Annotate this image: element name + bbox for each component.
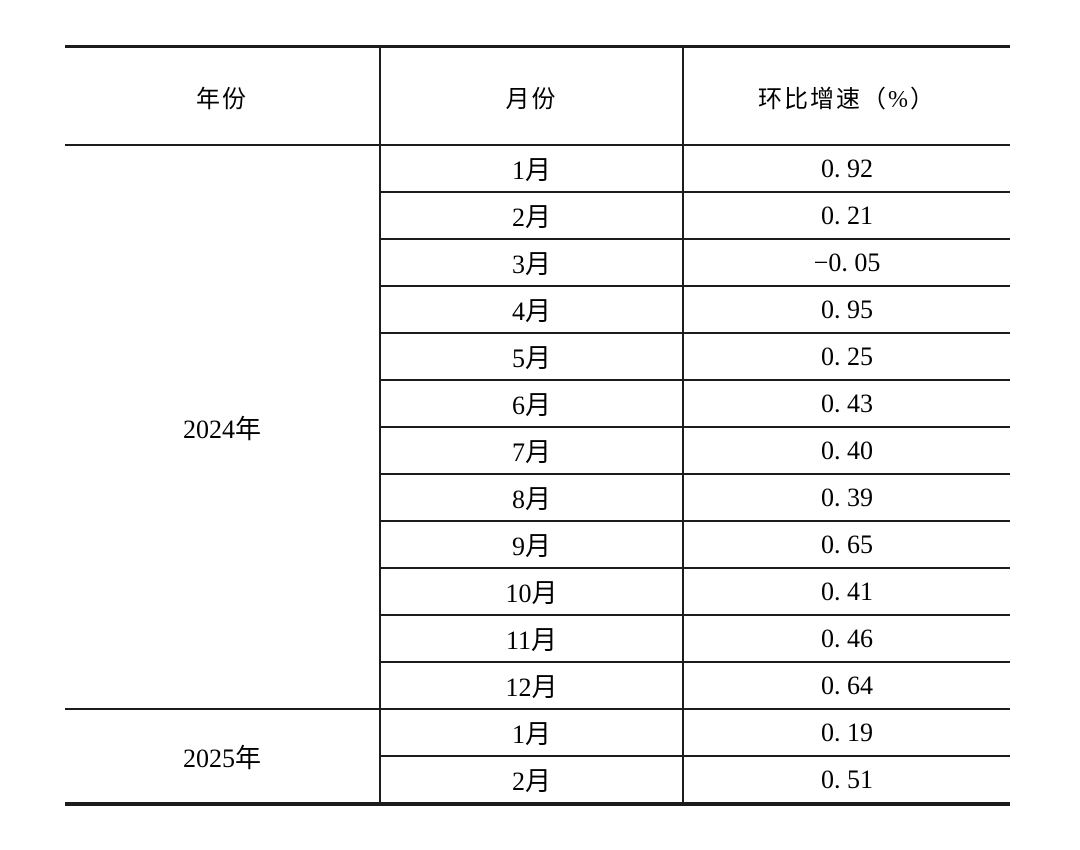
table-row: 2月 0. 21 xyxy=(65,192,1010,240)
month-cell: 8月 xyxy=(379,474,683,522)
year-cell-2024: 2024年 xyxy=(65,145,380,710)
col-header-month: 月份 xyxy=(379,46,683,146)
value-cell: 0. 43 xyxy=(682,380,1010,428)
value-cell: 0. 40 xyxy=(682,427,1010,475)
month-cell: 4月 xyxy=(379,286,683,334)
month-cell: 9月 xyxy=(379,521,683,569)
growth-rate-table: 年份 月份 环比增速（%） 2024年 1月 0. 92 2月 0. 21 3月… xyxy=(65,45,1010,806)
month-cell: 7月 xyxy=(379,427,683,475)
col-header-year: 年份 xyxy=(65,46,380,146)
value-cell: 0. 92 xyxy=(682,145,1010,193)
month-cell: 2月 xyxy=(379,756,683,804)
value-cell: 0. 21 xyxy=(682,192,1010,240)
table-row: 7月 0. 40 xyxy=(65,427,1010,475)
month-cell: 6月 xyxy=(379,380,683,428)
growth-rate-table-container: 年份 月份 环比增速（%） 2024年 1月 0. 92 2月 0. 21 3月… xyxy=(65,45,1010,806)
table-row: 9月 0. 65 xyxy=(65,521,1010,569)
table-row: 8月 0. 39 xyxy=(65,474,1010,522)
month-cell: 3月 xyxy=(379,239,683,287)
table-row: 4月 0. 95 xyxy=(65,286,1010,334)
table-row: 2024年 1月 0. 92 xyxy=(65,145,1010,710)
value-cell: 0. 41 xyxy=(682,568,1010,616)
month-cell: 2月 xyxy=(379,192,683,240)
value-cell: 0. 25 xyxy=(682,333,1010,381)
table-row: 2月 0. 51 xyxy=(65,756,1010,804)
table-row: 2025年 1月 0. 19 xyxy=(65,709,1010,773)
table-row: 5月 0. 25 xyxy=(65,333,1010,381)
value-cell: 0. 39 xyxy=(682,474,1010,522)
table-row: 6月 0. 43 xyxy=(65,380,1010,428)
col-header-growth-rate: 环比增速（%） xyxy=(682,46,1010,146)
value-cell: 0. 64 xyxy=(682,662,1010,710)
table-row: 12月 0. 64 xyxy=(65,662,1010,710)
value-cell: 0. 46 xyxy=(682,615,1010,663)
month-cell: 1月 xyxy=(379,709,683,757)
value-cell: −0. 05 xyxy=(682,239,1010,287)
month-cell: 10月 xyxy=(379,568,683,616)
table-row: 11月 0. 46 xyxy=(65,615,1010,663)
month-cell: 12月 xyxy=(379,662,683,710)
month-cell: 1月 xyxy=(379,145,683,193)
table-row: 3月 −0. 05 xyxy=(65,239,1010,287)
header-row: 年份 月份 环比增速（%） xyxy=(65,46,1010,146)
table-row: 10月 0. 41 xyxy=(65,568,1010,616)
value-cell: 0. 19 xyxy=(682,709,1010,757)
year-cell-2025: 2025年 xyxy=(182,743,261,773)
month-cell: 11月 xyxy=(379,615,683,663)
month-cell: 5月 xyxy=(379,333,683,381)
value-cell: 0. 65 xyxy=(682,521,1010,569)
value-cell: 0. 51 xyxy=(682,756,1010,804)
value-cell: 0. 95 xyxy=(682,286,1010,334)
